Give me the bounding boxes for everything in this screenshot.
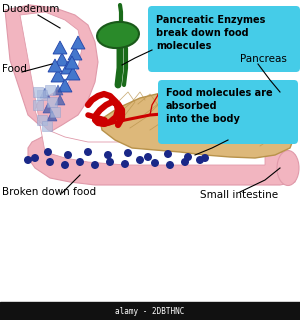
Polygon shape	[65, 56, 79, 69]
Circle shape	[24, 156, 32, 164]
Circle shape	[84, 148, 92, 156]
Polygon shape	[53, 85, 63, 95]
Polygon shape	[55, 53, 69, 66]
Polygon shape	[45, 85, 55, 95]
Polygon shape	[33, 100, 43, 110]
Circle shape	[196, 156, 204, 164]
Text: alamy - 2DBTHNC: alamy - 2DBTHNC	[115, 307, 185, 316]
Bar	[0, 302, 300, 320]
Ellipse shape	[277, 150, 299, 186]
Polygon shape	[37, 115, 47, 125]
Circle shape	[44, 148, 52, 156]
Circle shape	[121, 160, 129, 168]
Polygon shape	[47, 97, 57, 107]
Circle shape	[91, 161, 99, 169]
Circle shape	[61, 161, 69, 169]
Polygon shape	[53, 41, 67, 54]
Circle shape	[106, 158, 114, 166]
Circle shape	[201, 154, 209, 162]
Text: Food: Food	[2, 64, 27, 74]
Circle shape	[136, 156, 144, 164]
Circle shape	[46, 158, 54, 166]
Text: Small intestine: Small intestine	[200, 190, 278, 200]
Text: Broken down food: Broken down food	[2, 187, 96, 197]
Circle shape	[181, 158, 189, 166]
Text: Duodenum: Duodenum	[2, 4, 59, 14]
Polygon shape	[37, 90, 47, 100]
Text: Pancreatic Enzymes
break down food
molecules: Pancreatic Enzymes break down food molec…	[156, 15, 266, 52]
Circle shape	[151, 159, 159, 167]
Circle shape	[76, 158, 84, 166]
Circle shape	[166, 161, 174, 169]
Text: Food molecules are
absorbed
into the body: Food molecules are absorbed into the bod…	[166, 88, 273, 124]
Polygon shape	[58, 79, 72, 92]
Polygon shape	[40, 88, 50, 98]
Polygon shape	[55, 95, 65, 105]
Circle shape	[184, 153, 192, 161]
Polygon shape	[66, 67, 80, 80]
Polygon shape	[5, 5, 295, 185]
Polygon shape	[42, 121, 52, 131]
FancyBboxPatch shape	[158, 80, 298, 144]
Polygon shape	[43, 103, 53, 113]
Circle shape	[64, 151, 72, 159]
Circle shape	[31, 154, 39, 162]
Text: Pancreas: Pancreas	[240, 54, 287, 64]
Polygon shape	[68, 47, 82, 60]
Polygon shape	[71, 36, 85, 49]
Polygon shape	[47, 111, 57, 121]
Polygon shape	[20, 12, 265, 165]
Ellipse shape	[97, 22, 139, 48]
Polygon shape	[50, 107, 60, 117]
Polygon shape	[33, 87, 43, 97]
Polygon shape	[51, 69, 65, 82]
Circle shape	[144, 153, 152, 161]
Circle shape	[104, 151, 112, 159]
Circle shape	[164, 150, 172, 158]
Polygon shape	[48, 59, 62, 72]
Circle shape	[124, 149, 132, 157]
Polygon shape	[61, 61, 75, 74]
Polygon shape	[100, 88, 295, 158]
FancyBboxPatch shape	[148, 6, 300, 72]
